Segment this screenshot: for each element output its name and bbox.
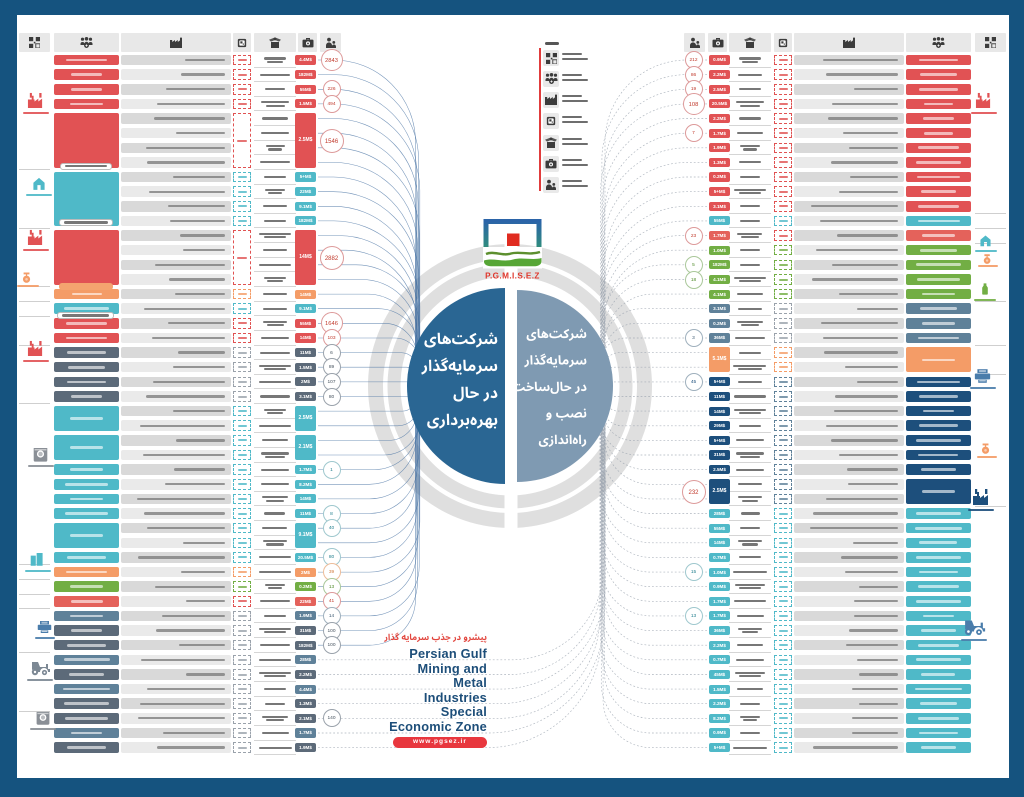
svg-text:P.G.M.I.S.E.Z: P.G.M.I.S.E.Z [485, 272, 540, 281]
